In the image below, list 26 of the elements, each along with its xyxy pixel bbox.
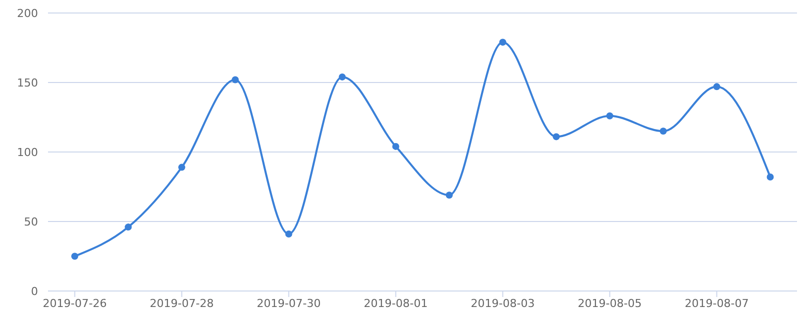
x-tick-label: 2019-08-01: [364, 297, 428, 310]
point: [713, 83, 720, 90]
point: [232, 76, 239, 84]
point: [660, 128, 667, 135]
x-tick-label: 2019-07-26: [42, 297, 107, 310]
x-tick-label: 2019-08-03: [470, 297, 535, 310]
y-tick-label: 0: [31, 284, 38, 298]
y-tick-label: 100: [17, 146, 38, 159]
y-tick-label: 200: [17, 6, 38, 20]
point: [71, 252, 78, 260]
point: [552, 133, 560, 140]
point: [766, 174, 774, 181]
x-tick-label: 2019-07-30: [256, 297, 321, 310]
point: [606, 112, 614, 120]
point: [499, 38, 506, 46]
x-tick-label: 2019-08-07: [684, 297, 749, 310]
y-tick-label: 150: [17, 76, 38, 90]
x-tick-label: 2019-07-28: [150, 297, 214, 310]
point: [285, 230, 292, 238]
point: [392, 142, 400, 150]
point: [178, 164, 186, 171]
point: [124, 224, 132, 231]
point: [338, 73, 346, 80]
x-tick-label: 2019-08-05: [578, 297, 642, 310]
point: [446, 192, 453, 199]
y-tick-label: 50: [24, 215, 38, 228]
